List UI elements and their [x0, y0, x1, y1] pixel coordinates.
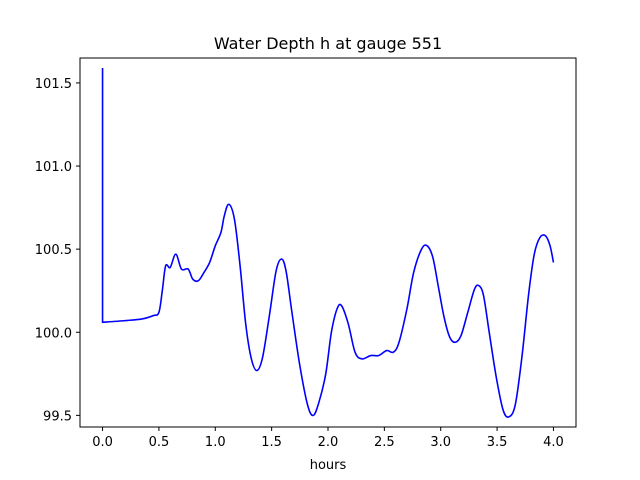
x-axis-label: hours: [310, 458, 347, 473]
x-tick-label: 3.5: [487, 435, 508, 450]
y-axis-ticks: 99.5 100.0 100.5 101.0 101.5: [35, 77, 80, 424]
y-tick-label: 99.5: [43, 409, 72, 424]
x-tick-label: 1.5: [261, 435, 282, 450]
chart-title: Water Depth h at gauge 551: [214, 34, 442, 53]
x-tick-label: 1.0: [205, 435, 226, 450]
x-tick-label: 3.0: [430, 435, 451, 450]
plot-frame: [79, 57, 577, 428]
x-tick-label: 2.0: [318, 435, 339, 450]
y-tick-label: 101.5: [35, 77, 72, 92]
series-line: [101, 67, 555, 418]
x-tick-label: 0.5: [149, 435, 170, 450]
x-tick-label: 4.0: [543, 435, 564, 450]
x-tick-label: 0.0: [92, 435, 113, 450]
plot-area: [80, 58, 576, 427]
x-axis-ticks: 0.0 0.5 1.0 1.5 2.0 2.5 3.0 3.5 4.0: [92, 427, 564, 450]
y-tick-label: 100.5: [35, 243, 72, 258]
x-tick-label: 2.5: [374, 435, 395, 450]
y-tick-label: 100.0: [35, 326, 72, 341]
y-tick-label: 101.0: [35, 160, 72, 175]
